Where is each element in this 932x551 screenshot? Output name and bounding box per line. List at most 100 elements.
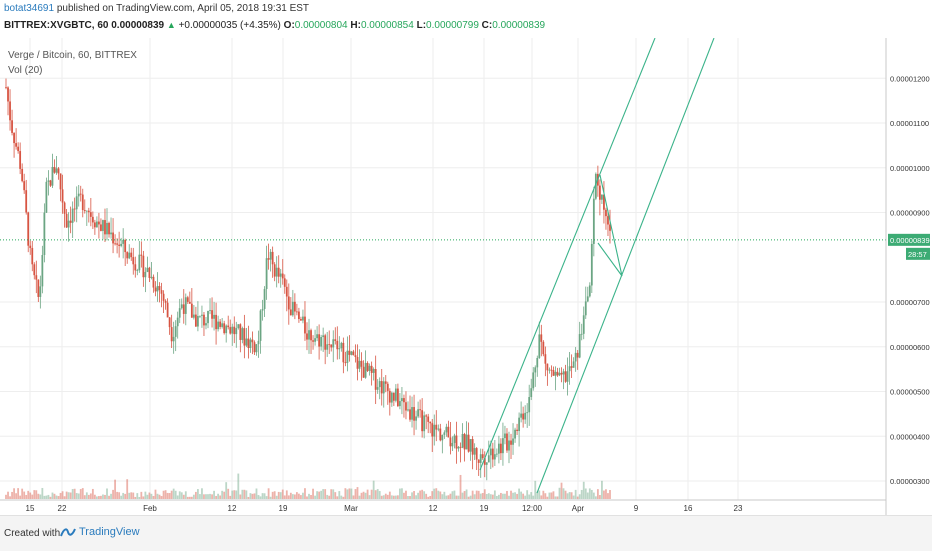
volume-bar bbox=[601, 480, 603, 499]
candle-body bbox=[59, 173, 62, 190]
volume-bar bbox=[326, 494, 329, 499]
candle-body bbox=[558, 372, 561, 376]
x-tick-label: Feb bbox=[143, 504, 157, 513]
volume-bar bbox=[91, 488, 94, 499]
volume-bar bbox=[267, 488, 270, 499]
volume-bar bbox=[421, 489, 424, 499]
volume-bar bbox=[469, 495, 472, 499]
candle-body bbox=[532, 372, 535, 389]
volume-bar bbox=[522, 493, 525, 499]
candle-body bbox=[295, 311, 298, 313]
candle-body bbox=[556, 371, 559, 376]
candle-body bbox=[312, 340, 314, 342]
volume-bar bbox=[192, 494, 195, 499]
volume-bar bbox=[453, 490, 456, 499]
countdown-tag bbox=[906, 247, 930, 260]
volume-bar bbox=[168, 493, 171, 499]
candle-body bbox=[168, 317, 171, 328]
volume-bar bbox=[164, 490, 167, 499]
volume-bar bbox=[384, 493, 387, 499]
last-price-tag bbox=[888, 233, 930, 246]
volume-bar bbox=[11, 491, 13, 499]
volume-bar bbox=[495, 495, 498, 499]
candle-body bbox=[376, 387, 379, 390]
candle-body bbox=[98, 221, 100, 225]
volume-bar bbox=[310, 494, 312, 499]
close-value: 0.00000839 bbox=[492, 20, 546, 31]
candle-body bbox=[483, 458, 486, 465]
volume-bar bbox=[437, 490, 440, 499]
volume-bar bbox=[110, 493, 112, 499]
candle-body bbox=[570, 366, 573, 368]
candle-body bbox=[29, 245, 32, 249]
candle-body bbox=[540, 334, 543, 342]
candle-body bbox=[409, 409, 411, 420]
volume-bar bbox=[405, 490, 407, 499]
candle-body bbox=[586, 296, 589, 302]
candle-body bbox=[449, 437, 452, 447]
candle-body bbox=[11, 120, 13, 133]
up-arrow-icon: ▲ bbox=[166, 20, 176, 30]
volume-bar bbox=[261, 493, 264, 499]
candle-body bbox=[160, 290, 163, 294]
candle-body bbox=[489, 448, 492, 456]
candle-body bbox=[584, 301, 587, 316]
candle-body bbox=[293, 301, 296, 312]
tradingview-brand[interactable]: TradingView bbox=[60, 526, 140, 538]
open-label: O: bbox=[283, 20, 295, 31]
volume-bar bbox=[118, 492, 121, 499]
volume-bar bbox=[497, 494, 500, 499]
volume-bar bbox=[340, 495, 343, 499]
volume-bar bbox=[463, 491, 466, 499]
volume-bar bbox=[85, 492, 88, 499]
volume-bar bbox=[263, 493, 266, 499]
candle-body bbox=[273, 264, 276, 277]
volume-bar bbox=[477, 490, 480, 499]
volume-bar bbox=[562, 488, 565, 499]
candle-body bbox=[7, 87, 9, 102]
volume-bar bbox=[71, 489, 74, 499]
candle-body bbox=[247, 338, 250, 348]
x-tick-label: 12 bbox=[429, 504, 438, 513]
volume-bar bbox=[417, 492, 419, 499]
candle-body bbox=[69, 220, 72, 223]
candle-body bbox=[87, 210, 90, 213]
volume-bar bbox=[130, 492, 133, 499]
price-chart[interactable]: Verge / Bitcoin, 60, BITTREX Vol (20) 0.… bbox=[0, 37, 932, 515]
chart-area[interactable]: Verge / Bitcoin, 60, BITTREX Vol (20) 0.… bbox=[0, 37, 932, 515]
volume-bar bbox=[607, 493, 609, 499]
volume-bar bbox=[5, 494, 7, 499]
candle-body bbox=[25, 190, 28, 213]
candle-body bbox=[265, 258, 268, 290]
volume-bar bbox=[370, 489, 373, 499]
candle-body bbox=[150, 276, 153, 278]
candle-body bbox=[79, 193, 82, 195]
volume-bar bbox=[146, 494, 149, 499]
volume-bar bbox=[229, 495, 232, 499]
volume-bar bbox=[142, 496, 145, 499]
author-link[interactable]: botat34691 bbox=[4, 3, 55, 14]
volume-bar bbox=[598, 495, 601, 499]
volume-bar bbox=[502, 493, 504, 499]
volume-bar bbox=[33, 490, 36, 499]
volume-bar bbox=[552, 491, 555, 499]
y-tick-label: 0.00000500 bbox=[890, 388, 930, 397]
candle-body bbox=[152, 276, 155, 288]
candle-body bbox=[227, 325, 230, 328]
candle-body bbox=[53, 166, 56, 173]
volume-bar bbox=[368, 495, 371, 499]
candle-body bbox=[271, 251, 274, 265]
candle-body bbox=[491, 448, 494, 460]
volume-bar bbox=[162, 490, 165, 499]
volume-bar bbox=[455, 495, 458, 499]
volume-bar bbox=[560, 482, 563, 499]
volume-bar bbox=[184, 491, 187, 499]
volume-bar bbox=[241, 489, 244, 499]
candle-body bbox=[528, 397, 531, 413]
candle-body bbox=[67, 220, 70, 228]
volume-bar bbox=[447, 495, 450, 499]
volume-bar bbox=[534, 480, 537, 499]
candle-body bbox=[332, 339, 335, 348]
volume-bar bbox=[221, 490, 224, 499]
volume-bar bbox=[386, 494, 389, 499]
